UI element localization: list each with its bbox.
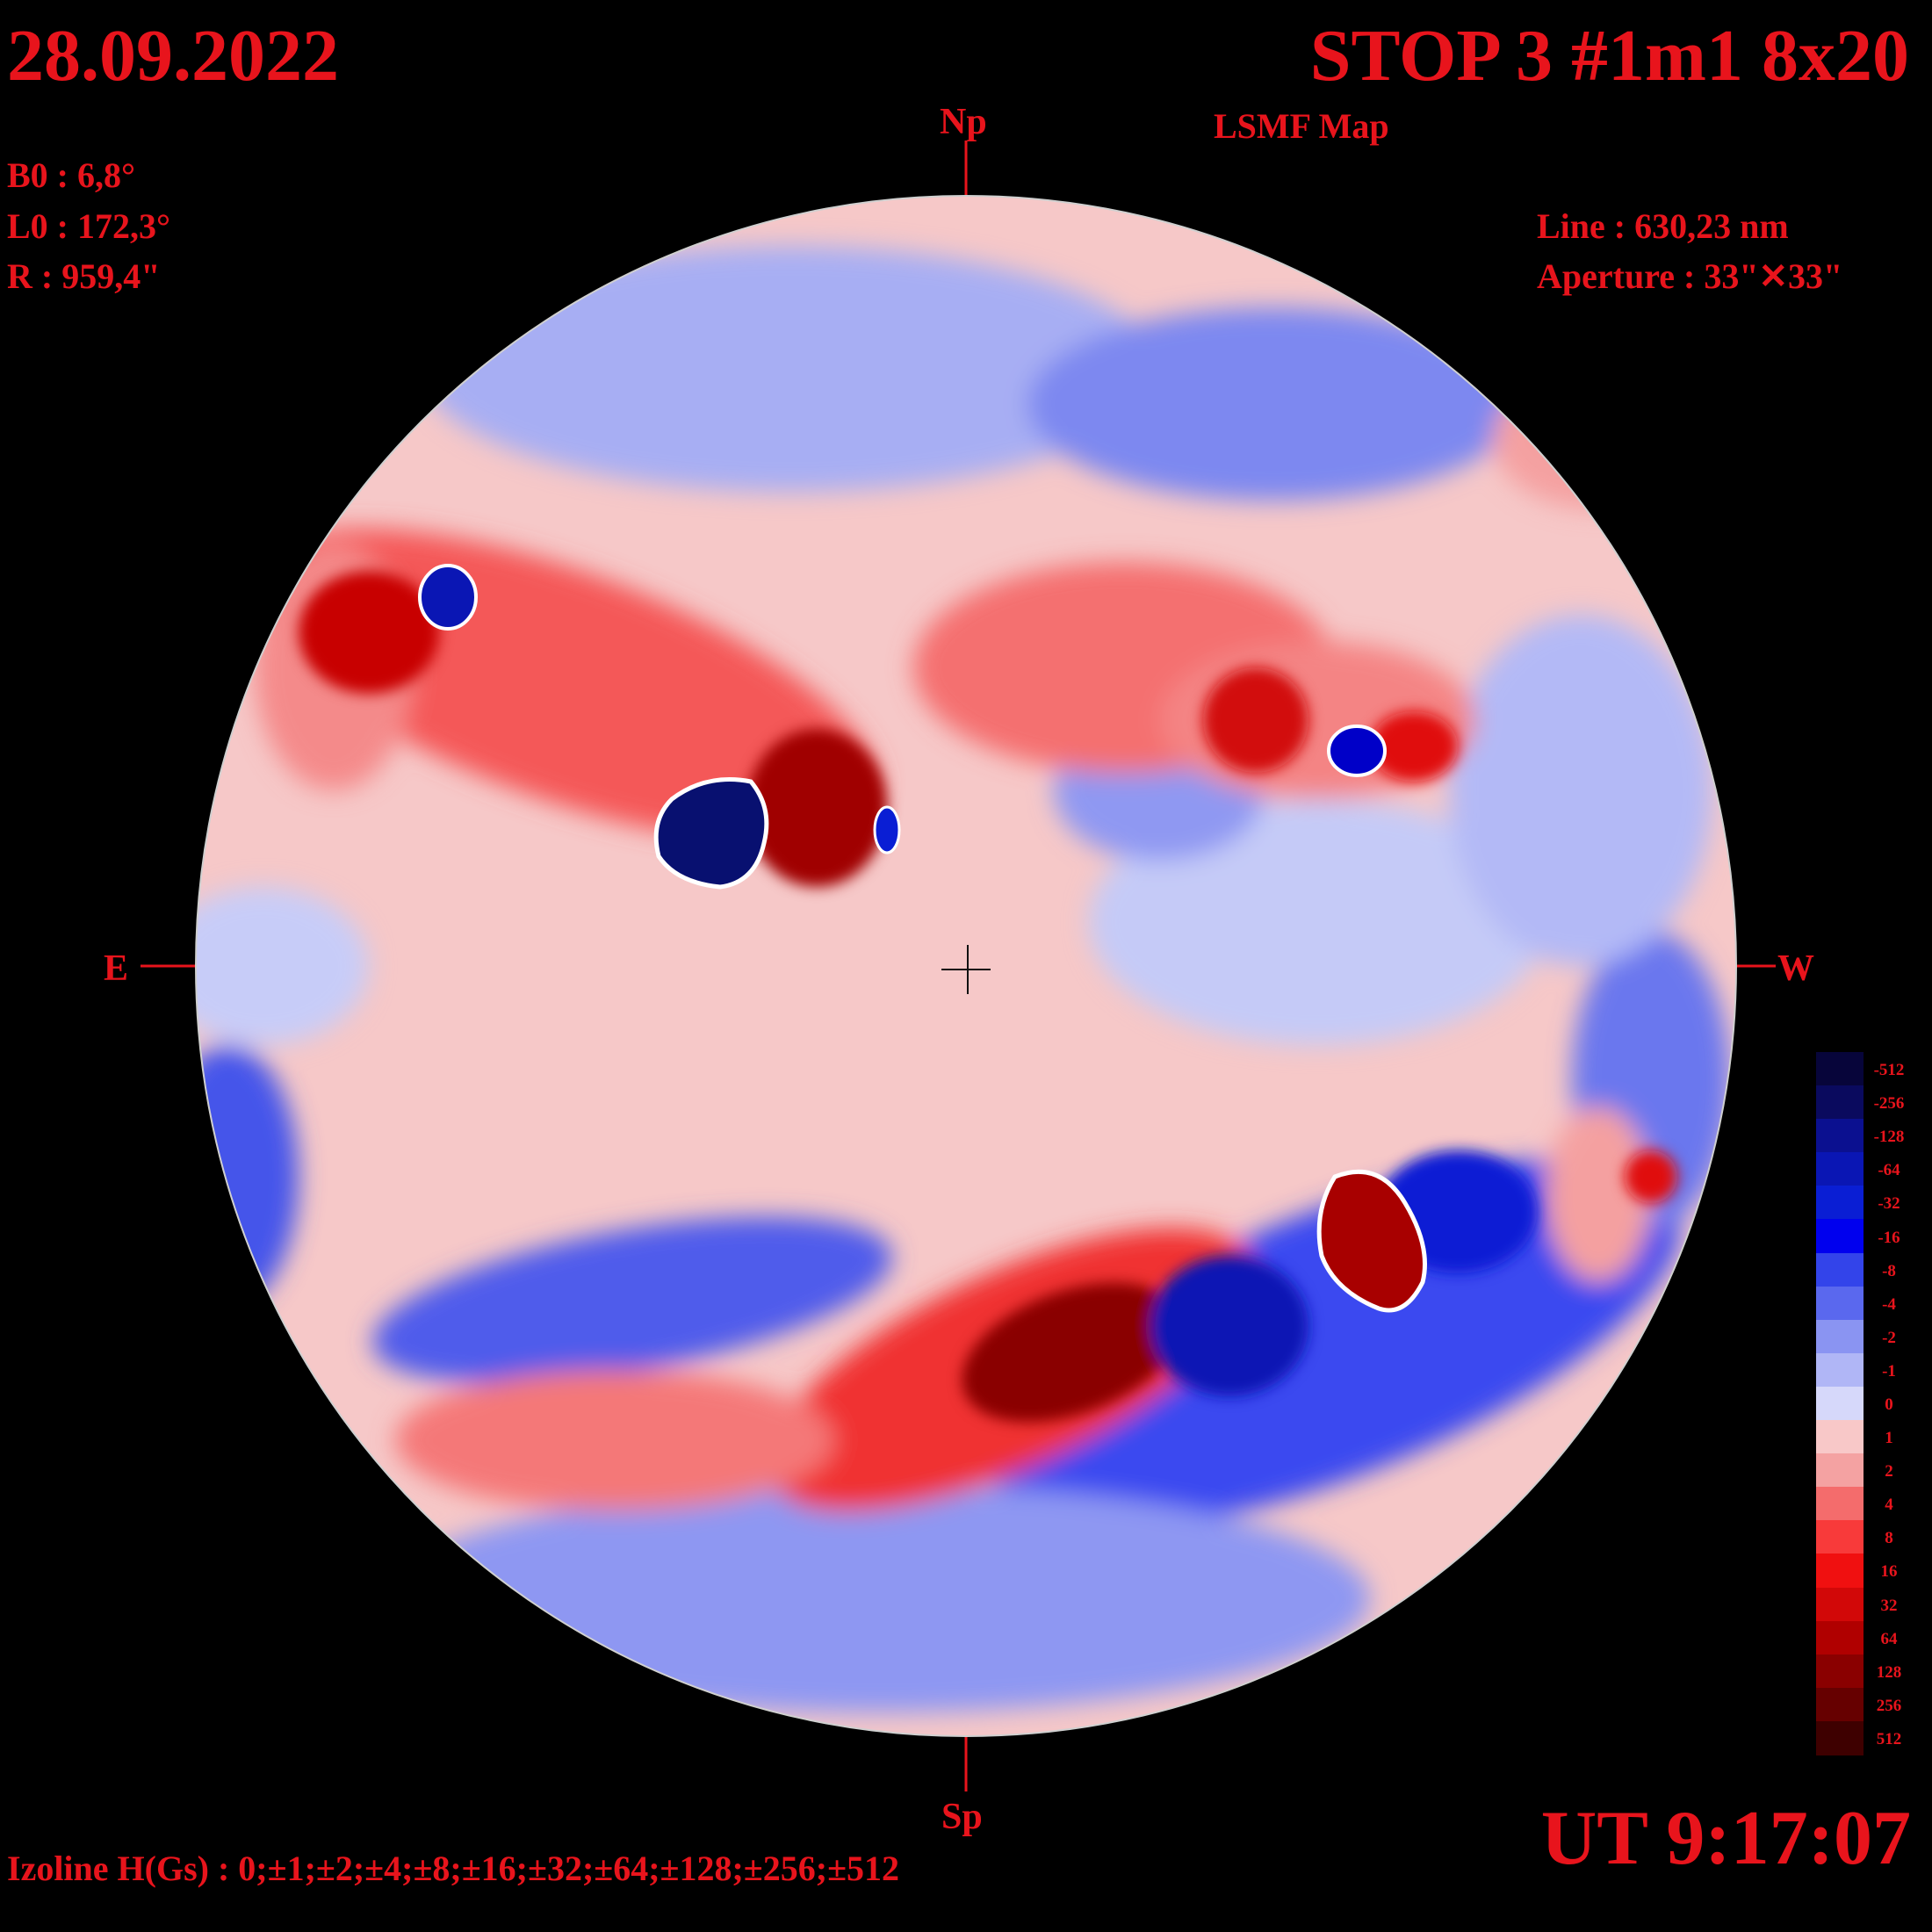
scale-label: 64 [1880, 1629, 1898, 1648]
scale-label: -256 [1873, 1094, 1905, 1114]
observation-date: 28.09.2022 [7, 15, 339, 97]
observation-time: UT 9:17:07 [1540, 1796, 1911, 1881]
scale-swatch [1816, 1720, 1864, 1755]
spectral-line: Line : 630,23 nm [1537, 206, 1789, 246]
scale-swatch [1816, 1587, 1864, 1622]
scale-label: -2 [1882, 1328, 1896, 1347]
scale-swatch [1816, 1119, 1864, 1154]
scale-swatch [1816, 1620, 1864, 1655]
scale-swatch [1816, 1319, 1864, 1354]
scale-label: -128 [1873, 1128, 1905, 1147]
east-label: E [104, 948, 129, 989]
scale-swatch [1816, 1687, 1864, 1722]
scale-swatch [1816, 1420, 1864, 1455]
scale-swatch [1816, 1654, 1864, 1689]
scale-swatch [1816, 1453, 1864, 1489]
scale-swatch [1816, 1219, 1864, 1254]
b0-value: B0 : 6,8° [7, 155, 135, 195]
scale-swatch [1816, 1352, 1864, 1388]
solar-limb [195, 195, 1737, 1737]
scale-swatch [1816, 1052, 1864, 1086]
negative-spot-small [1327, 724, 1387, 777]
scale-swatch [1816, 1085, 1864, 1121]
scale-swatch [1816, 1286, 1864, 1321]
scale-swatch [1816, 1186, 1864, 1221]
scale-label: -4 [1882, 1294, 1896, 1314]
scale-swatch [1816, 1386, 1864, 1421]
field-map [196, 196, 1736, 1736]
aperture-value: Aperture : 33"✕33" [1537, 256, 1843, 296]
scale-label: -1 [1882, 1361, 1896, 1381]
negative-pore [873, 805, 901, 854]
radius-value: R : 959,4" [7, 256, 161, 296]
scale-label: 128 [1876, 1662, 1902, 1682]
scale-label: 16 [1880, 1562, 1898, 1582]
map-subtitle: LSMF Map [1214, 106, 1389, 146]
negative-spot-main [653, 777, 769, 890]
scale-label: 2 [1885, 1462, 1893, 1481]
scale-label: 32 [1880, 1596, 1898, 1615]
scale-label: 512 [1876, 1729, 1902, 1748]
west-label: W [1777, 948, 1814, 989]
scale-label: 4 [1885, 1496, 1893, 1515]
scale-label: -16 [1878, 1228, 1900, 1247]
l0-value: L0 : 172,3° [7, 206, 170, 246]
scale-label: 0 [1885, 1395, 1893, 1414]
scale-label: -512 [1873, 1061, 1905, 1080]
south-label: Sp [941, 1797, 983, 1837]
scale-label: 256 [1876, 1696, 1902, 1715]
color-scale-bar [1816, 1052, 1864, 1755]
scale-swatch [1816, 1487, 1864, 1522]
map-title: STOP 3 #1m1 8x20 [1309, 15, 1909, 97]
positive-spot-west [1316, 1169, 1427, 1313]
scale-swatch [1816, 1554, 1864, 1589]
scale-label: -64 [1878, 1161, 1900, 1180]
scale-label: 8 [1885, 1529, 1893, 1548]
isoline-note: Izoline H(Gs) : 0;±1;±2;±4;±8;±16;±32;±6… [7, 1849, 900, 1888]
scale-swatch [1816, 1152, 1864, 1187]
scale-label: -8 [1882, 1261, 1896, 1280]
scale-label: -32 [1878, 1194, 1900, 1214]
scale-swatch [1816, 1520, 1864, 1555]
north-label: Np [940, 102, 987, 142]
scale-label: 1 [1885, 1429, 1893, 1448]
scale-swatch [1816, 1252, 1864, 1287]
negative-spot-east [418, 564, 478, 631]
